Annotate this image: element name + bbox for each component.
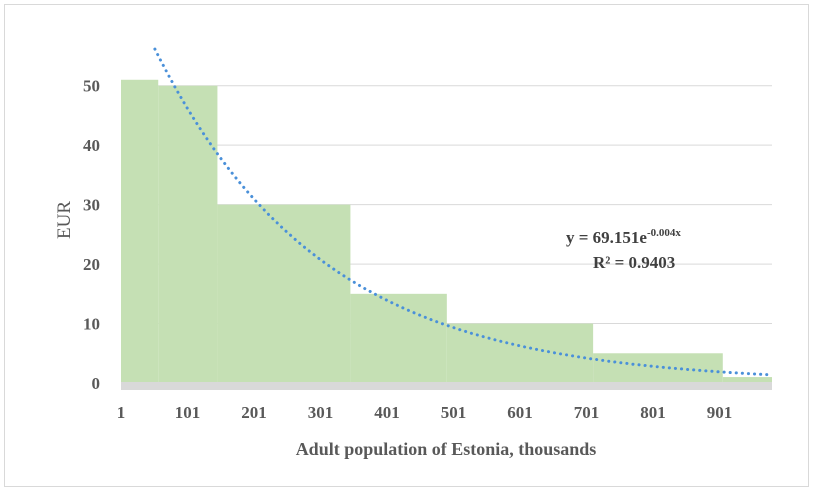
y-tick-40: 40 xyxy=(83,136,100,155)
x-tick-201: 201 xyxy=(241,403,267,422)
y-tick-labels: 0 10 20 30 40 50 xyxy=(83,77,100,393)
x-tick-labels: 1 101 201 301 401 501 601 701 801 901 xyxy=(117,403,732,422)
trendline-equation: y = 69.151e-0.004x xyxy=(566,227,681,247)
bar-2 xyxy=(158,85,218,384)
y-tick-50: 50 xyxy=(83,77,100,96)
x-axis-title: Adult population of Estonia, thousands xyxy=(296,439,597,459)
bar-6 xyxy=(593,353,723,383)
x-tick-301: 301 xyxy=(308,403,334,422)
baseline xyxy=(121,382,772,390)
bar-7 xyxy=(722,377,772,383)
bar-5 xyxy=(446,323,594,383)
x-tick-901: 901 xyxy=(707,403,733,422)
x-tick-1: 1 xyxy=(117,403,126,422)
x-tick-501: 501 xyxy=(441,403,467,422)
x-tick-601: 601 xyxy=(507,403,533,422)
bar-1 xyxy=(121,79,159,384)
x-tick-801: 801 xyxy=(640,403,666,422)
x-tick-701: 701 xyxy=(574,403,600,422)
y-tick-0: 0 xyxy=(92,374,101,393)
x-tick-101: 101 xyxy=(175,403,201,422)
bar-3 xyxy=(217,204,351,383)
trendline xyxy=(153,47,774,377)
y-tick-20: 20 xyxy=(83,255,100,274)
y-tick-30: 30 xyxy=(83,196,100,215)
trendline-r-squared: R² = 0.9403 xyxy=(593,253,675,272)
trendline-curve xyxy=(153,47,774,377)
bar-4 xyxy=(350,293,447,383)
x-tick-401: 401 xyxy=(374,403,400,422)
trendline-equation-base: y = 69.151e xyxy=(566,228,647,247)
trendline-equation-exponent: -0.004x xyxy=(647,227,681,239)
bars xyxy=(121,79,772,390)
y-tick-10: 10 xyxy=(83,315,100,334)
y-axis-title: EUR xyxy=(54,201,75,239)
